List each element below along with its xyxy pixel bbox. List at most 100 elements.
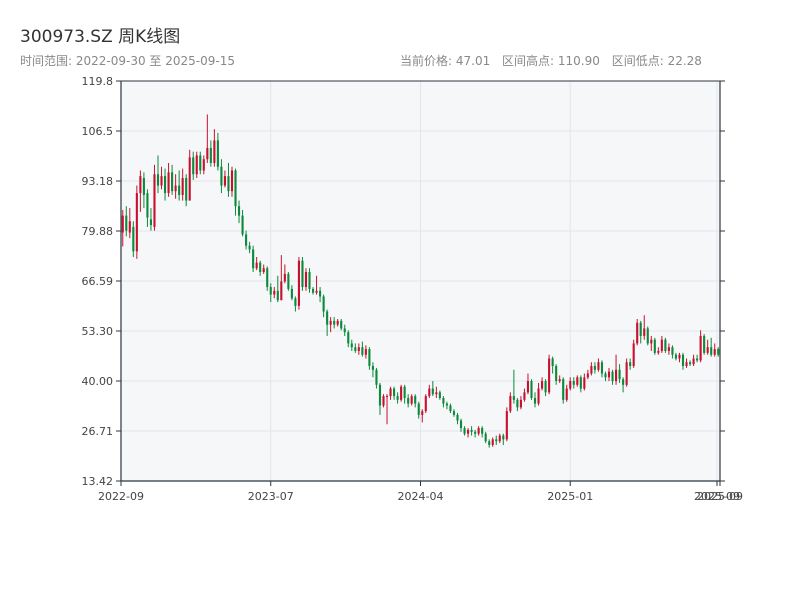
candle-body xyxy=(576,377,579,385)
candle-body xyxy=(336,320,339,325)
candle-body xyxy=(400,386,403,400)
candle-body xyxy=(597,362,600,370)
candle-body xyxy=(241,215,244,235)
y-tick-label: 40.00 xyxy=(82,375,114,388)
candle-body xyxy=(308,272,311,289)
candle-body xyxy=(449,405,452,412)
candle-body xyxy=(121,215,124,233)
candle-body xyxy=(220,166,223,186)
candle-body xyxy=(350,343,353,348)
candle-body xyxy=(474,431,477,434)
range-high-stat: 区间高点: 110.90 xyxy=(502,54,600,68)
candle-body xyxy=(611,371,614,382)
candle-body xyxy=(699,335,702,361)
y-tick-label: 13.42 xyxy=(82,475,114,488)
candle-body xyxy=(572,381,575,385)
candle-body xyxy=(562,379,565,400)
candles-group xyxy=(121,114,720,448)
candle-body xyxy=(632,343,635,367)
candle-body xyxy=(417,403,420,415)
candle-body xyxy=(636,322,639,344)
candle-body xyxy=(519,399,522,408)
candle-body xyxy=(297,260,300,306)
stats-bar: 当前价格: 47.01 区间高点: 110.90 区间低点: 22.28 xyxy=(400,52,710,69)
y-tick-label: 53.30 xyxy=(82,325,114,338)
x-tick-label: 2023-07 xyxy=(248,490,294,503)
candle-body xyxy=(280,281,283,301)
candle-body xyxy=(125,215,128,231)
candle-body xyxy=(428,388,431,397)
candle-body xyxy=(393,388,396,397)
candle-body xyxy=(135,193,138,252)
candle-body xyxy=(230,170,234,192)
candle-body xyxy=(410,396,413,404)
candle-body xyxy=(459,420,463,429)
candle-body xyxy=(625,362,628,385)
candle-body xyxy=(696,358,699,361)
candle-body xyxy=(273,290,276,295)
candle-body xyxy=(195,155,198,175)
candle-body xyxy=(551,358,554,367)
candle-body xyxy=(558,379,561,382)
y-tick-label: 26.71 xyxy=(82,425,114,438)
candle-body xyxy=(290,288,293,299)
candle-body xyxy=(495,439,498,442)
candle-body xyxy=(569,381,572,389)
candle-body xyxy=(435,392,438,395)
y-tick-label: 119.8 xyxy=(82,75,114,88)
candle-body xyxy=(629,362,632,367)
candle-body xyxy=(403,386,406,398)
candle-body xyxy=(643,328,646,336)
candle-body xyxy=(199,155,202,171)
candle-body xyxy=(368,349,371,367)
candle-body xyxy=(607,371,611,378)
candle-body xyxy=(407,397,410,404)
candle-body xyxy=(146,193,149,218)
candle-body xyxy=(192,157,195,175)
candle-body xyxy=(209,147,212,163)
candle-body xyxy=(484,433,487,442)
candle-body xyxy=(322,296,325,312)
candle-body xyxy=(438,392,441,398)
candle-body xyxy=(502,435,505,440)
candle-body xyxy=(548,358,551,393)
candle-body xyxy=(171,172,174,192)
candle-body xyxy=(357,347,360,351)
candle-body xyxy=(470,429,473,432)
candle-body xyxy=(463,428,466,434)
candle-body xyxy=(343,328,346,333)
candle-body xyxy=(329,320,332,325)
candle-body xyxy=(234,170,237,207)
candle-body xyxy=(646,328,649,344)
candle-body xyxy=(304,272,308,288)
candle-body xyxy=(622,379,625,385)
candle-body xyxy=(692,358,695,365)
candle-body xyxy=(223,176,227,186)
x-tick-label: 2022-09 xyxy=(98,490,144,503)
candle-body xyxy=(185,178,188,201)
candle-body xyxy=(516,399,519,408)
candle-body xyxy=(657,350,660,353)
candle-body xyxy=(664,339,667,351)
candle-body xyxy=(283,273,286,282)
candle-body xyxy=(600,362,604,374)
candle-body xyxy=(526,381,530,393)
candle-body xyxy=(424,396,427,412)
axes: 13.42 26.71 40.00 53.30 66.59 79.88 93.18 106.5… xyxy=(82,75,743,503)
candle-body xyxy=(237,206,241,216)
candle-body xyxy=(706,347,709,353)
candle-body xyxy=(174,185,177,192)
candle-body xyxy=(213,140,216,163)
candle-body xyxy=(178,185,181,195)
candle-body xyxy=(287,273,290,289)
y-tick-label: 66.59 xyxy=(82,275,114,288)
candle-body xyxy=(269,287,272,295)
candle-body xyxy=(255,262,258,269)
candle-body xyxy=(266,268,269,288)
candle-body xyxy=(252,249,255,269)
candle-body xyxy=(579,377,582,389)
candle-body xyxy=(128,221,131,233)
candle-body xyxy=(149,219,153,226)
candle-body xyxy=(431,388,434,395)
candle-body xyxy=(142,178,145,195)
